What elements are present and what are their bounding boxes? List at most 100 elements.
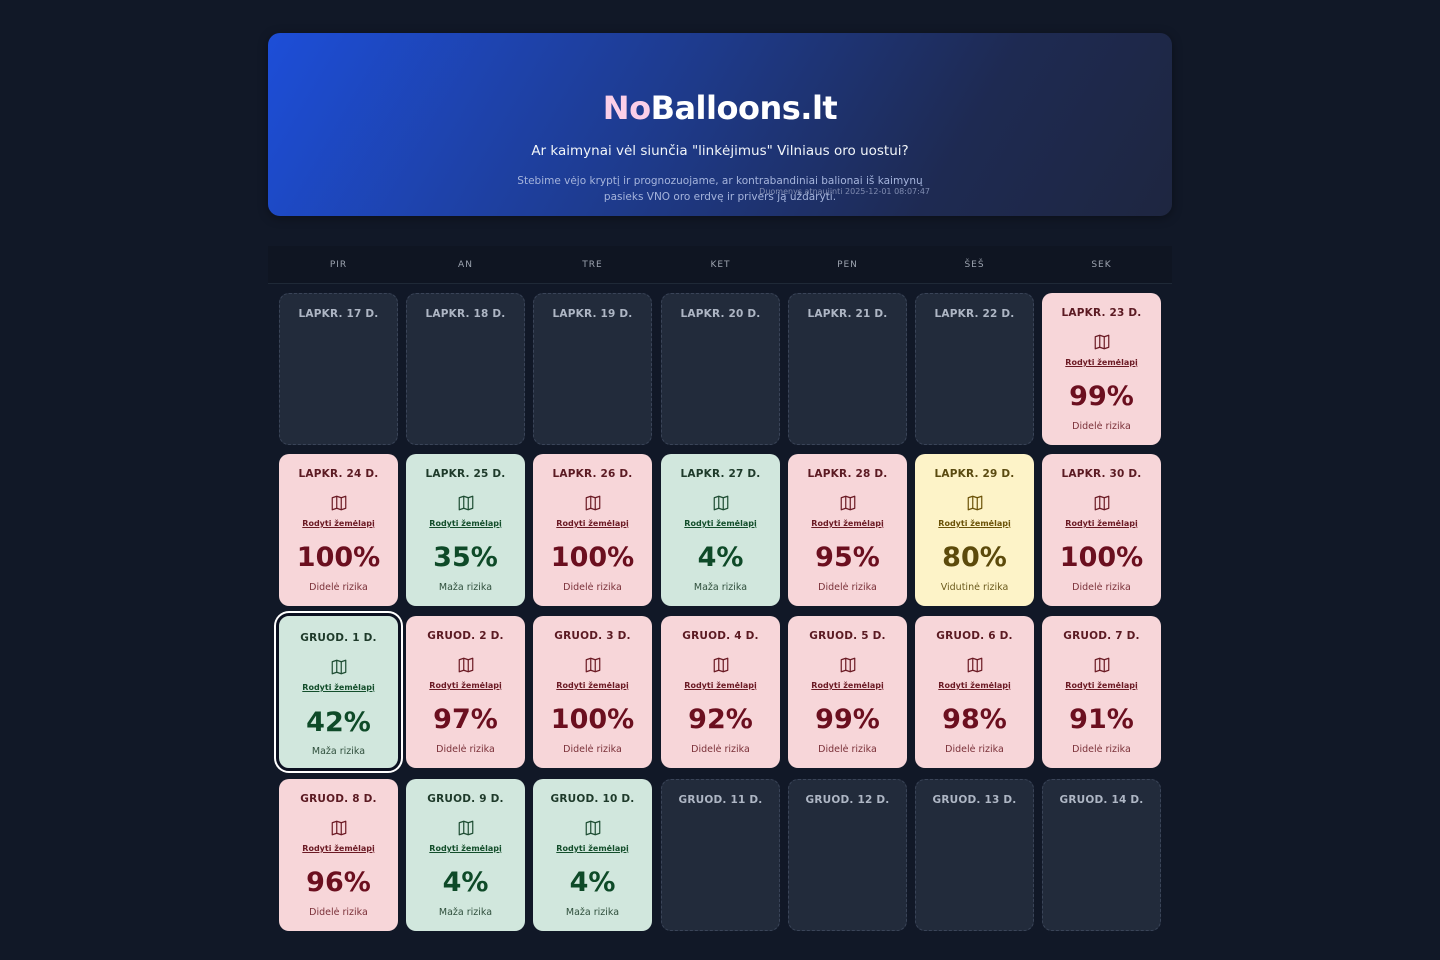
risk-percentage: 80% <box>942 542 1007 573</box>
last-updated: Duomenys atnaujinti 2025-12-01 08:07:47 <box>759 187 930 196</box>
map-icon[interactable] <box>1093 494 1111 512</box>
weekday-label: AN <box>458 260 473 270</box>
risk-level-label: Maža rizika <box>565 907 620 918</box>
day-cell-today[interactable]: GRUOD. 1 D. Rodyti žemėlapį 42% Maža rizika <box>276 613 401 771</box>
risk-level-label: Didelė rizika <box>436 744 495 755</box>
day-cell[interactable]: LAPKR. 25 D. Rodyti žemėlapį 35% Maža rizik… <box>406 454 525 606</box>
day-cell[interactable]: GRUOD. 10 D. Rodyti žemėlapį 4% Maža rizika <box>533 779 652 931</box>
day-date-label: LAPKR. 29 D. <box>934 468 1015 480</box>
map-icon[interactable] <box>966 494 984 512</box>
map-icon[interactable] <box>584 494 602 512</box>
map-icon[interactable] <box>966 656 984 674</box>
risk-level-label: Maža rizika <box>311 746 366 757</box>
show-map-link[interactable]: Rodyti žemėlapį <box>811 519 884 528</box>
map-icon[interactable] <box>457 656 475 674</box>
day-date-label: GRUOD. 3 D. <box>554 630 631 642</box>
map-icon[interactable] <box>330 658 348 676</box>
risk-level-label: Maža rizika <box>438 582 493 593</box>
show-map-link[interactable]: Rodyti žemėlapį <box>302 683 375 692</box>
day-cell: LAPKR. 22 D. <box>915 293 1034 445</box>
day-cell: GRUOD. 14 D. <box>1042 779 1161 931</box>
risk-level-label: Didelė rizika <box>309 907 368 918</box>
day-cell[interactable]: LAPKR. 30 D. Rodyti žemėlapį 100% Didelė ri… <box>1042 454 1161 606</box>
show-map-link[interactable]: Rodyti žemėlapį <box>429 844 502 853</box>
show-map-link[interactable]: Rodyti žemėlapį <box>429 519 502 528</box>
map-icon[interactable] <box>330 494 348 512</box>
show-map-link[interactable]: Rodyti žemėlapį <box>556 681 629 690</box>
risk-percentage: 92% <box>688 704 753 735</box>
site-description: Stebime vėjo kryptį ir prognozuojame, ar… <box>517 175 923 203</box>
day-date-label: GRUOD. 14 D. <box>1059 794 1144 806</box>
map-icon[interactable] <box>839 494 857 512</box>
show-map-link[interactable]: Rodyti žemėlapį <box>684 681 757 690</box>
show-map-link[interactable]: Rodyti žemėlapį <box>302 844 375 853</box>
weekday-header: PIR AN TRE KET PEN ŠEŠ SEK <box>268 246 1172 284</box>
map-icon[interactable] <box>457 819 475 837</box>
day-cell: LAPKR. 18 D. <box>406 293 525 445</box>
show-map-link[interactable]: Rodyti žemėlapį <box>811 681 884 690</box>
weekday-label: ŠEŠ <box>964 260 985 270</box>
show-map-link[interactable]: Rodyti žemėlapį <box>429 681 502 690</box>
map-icon[interactable] <box>584 819 602 837</box>
day-date-label: GRUOD. 13 D. <box>932 794 1017 806</box>
show-map-link[interactable]: Rodyti žemėlapį <box>1065 519 1138 528</box>
day-date-label: LAPKR. 26 D. <box>552 468 633 480</box>
day-cell[interactable]: LAPKR. 29 D. Rodyti žemėlapį 80% Vidutinė r… <box>915 454 1034 606</box>
risk-percentage: 99% <box>815 704 880 735</box>
day-cell[interactable]: LAPKR. 27 D. Rodyti žemėlapį 4% Maža rizika <box>661 454 780 606</box>
show-map-link[interactable]: Rodyti žemėlapį <box>1065 681 1138 690</box>
day-cell[interactable]: GRUOD. 7 D. Rodyti žemėlapį 91% Didelė rizi… <box>1042 616 1161 768</box>
day-date-label: LAPKR. 21 D. <box>807 308 888 320</box>
day-date-label: GRUOD. 12 D. <box>805 794 890 806</box>
risk-percentage: 97% <box>433 704 498 735</box>
day-cell[interactable]: GRUOD. 9 D. Rodyti žemėlapį 4% Maža rizika <box>406 779 525 931</box>
risk-percentage: 99% <box>1069 381 1134 412</box>
map-icon[interactable] <box>839 656 857 674</box>
risk-percentage: 96% <box>306 867 371 898</box>
show-map-link[interactable]: Rodyti žemėlapį <box>938 519 1011 528</box>
map-icon[interactable] <box>457 494 475 512</box>
risk-percentage: 42% <box>306 707 371 738</box>
risk-percentage: 98% <box>942 704 1007 735</box>
risk-level-label: Didelė rizika <box>1072 582 1131 593</box>
show-map-link[interactable]: Rodyti žemėlapį <box>938 681 1011 690</box>
day-cell[interactable]: GRUOD. 6 D. Rodyti žemėlapį 98% Didelė rizi… <box>915 616 1034 768</box>
day-date-label: LAPKR. 30 D. <box>1061 468 1142 480</box>
map-icon[interactable] <box>712 494 730 512</box>
show-map-link[interactable]: Rodyti žemėlapį <box>302 519 375 528</box>
day-cell[interactable]: GRUOD. 4 D. Rodyti žemėlapį 92% Didelė rizi… <box>661 616 780 768</box>
risk-percentage: 4% <box>442 867 489 898</box>
map-icon[interactable] <box>712 656 730 674</box>
weekday-label: TRE <box>582 260 603 270</box>
show-map-link[interactable]: Rodyti žemėlapį <box>684 519 757 528</box>
risk-level-label: Didelė rizika <box>1072 421 1131 432</box>
day-date-label: GRUOD. 6 D. <box>936 630 1013 642</box>
risk-percentage: 100% <box>550 542 635 573</box>
day-cell[interactable]: LAPKR. 28 D. Rodyti žemėlapį 95% Didelė riz… <box>788 454 907 606</box>
day-cell[interactable]: GRUOD. 2 D. Rodyti žemėlapį 97% Didelė rizi… <box>406 616 525 768</box>
day-cell[interactable]: GRUOD. 5 D. Rodyti žemėlapį 99% Didelė rizi… <box>788 616 907 768</box>
show-map-link[interactable]: Rodyti žemėlapį <box>556 844 629 853</box>
show-map-link[interactable]: Rodyti žemėlapį <box>556 519 629 528</box>
day-cell[interactable]: LAPKR. 23 D. Rodyti žemėlapį 99% Didelė riz… <box>1042 293 1161 445</box>
weekday-label: PEN <box>837 260 858 270</box>
day-cell: LAPKR. 19 D. <box>533 293 652 445</box>
risk-level-label: Maža rizika <box>693 582 748 593</box>
map-icon[interactable] <box>1093 656 1111 674</box>
day-date-label: GRUOD. 10 D. <box>550 793 635 805</box>
risk-level-label: Didelė rizika <box>563 744 622 755</box>
map-icon[interactable] <box>1093 333 1111 351</box>
day-date-label: GRUOD. 4 D. <box>682 630 759 642</box>
day-cell[interactable]: LAPKR. 26 D. Rodyti žemėlapį 100% Didelė ri… <box>533 454 652 606</box>
day-cell[interactable]: LAPKR. 24 D. Rodyti žemėlapį 100% Didelė ri… <box>279 454 398 606</box>
day-date-label: LAPKR. 27 D. <box>680 468 761 480</box>
site-title-accent: No <box>602 89 651 127</box>
day-cell[interactable]: GRUOD. 8 D. Rodyti žemėlapį 96% Didelė rizi… <box>279 779 398 931</box>
show-map-link[interactable]: Rodyti žemėlapį <box>1065 358 1138 367</box>
day-cell[interactable]: GRUOD. 3 D. Rodyti žemėlapį 100% Didelė riz… <box>533 616 652 768</box>
map-icon[interactable] <box>584 656 602 674</box>
day-date-label: LAPKR. 17 D. <box>298 308 379 320</box>
day-cell: GRUOD. 11 D. <box>661 779 780 931</box>
map-icon[interactable] <box>330 819 348 837</box>
day-date-label: GRUOD. 9 D. <box>427 793 504 805</box>
